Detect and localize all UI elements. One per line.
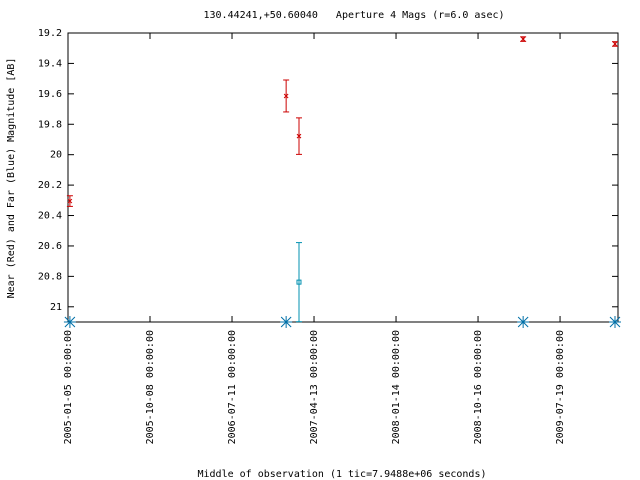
y-axis-label: Near (Red) and Far (Blue) Magnitude [AB] — [6, 58, 17, 299]
y-tick-label: 20.6 — [38, 241, 62, 252]
point — [608, 316, 621, 328]
point — [296, 133, 302, 139]
y-tick-label: 20.4 — [38, 211, 62, 222]
x-tick-label: 2007-04-13 00:00:00 — [309, 330, 320, 444]
point — [517, 316, 530, 328]
point — [67, 198, 73, 204]
x-tick-label: 2006-07-11 00:00:00 — [227, 330, 238, 444]
x-tick-label: 2008-10-16 00:00:00 — [473, 330, 484, 444]
y-tick-label: 20.2 — [38, 180, 62, 191]
chart-title: 130.44241,+50.60040 Aperture 4 Mags (r=6… — [203, 10, 504, 21]
y-tick-label: 19.6 — [38, 89, 62, 100]
point — [283, 93, 289, 99]
y-tick-label: 21 — [50, 302, 62, 313]
y-tick-label: 19.8 — [38, 119, 62, 130]
point — [612, 41, 618, 47]
point — [63, 316, 76, 328]
y-tick-label: 20.8 — [38, 271, 62, 282]
y-tick-label: 19.2 — [38, 28, 62, 39]
point — [296, 279, 302, 285]
x-tick-label: 2005-01-05 00:00:00 — [63, 330, 74, 444]
plot-frame — [67, 32, 619, 323]
point — [280, 316, 293, 328]
x-tick-label: 2008-01-14 00:00:00 — [391, 330, 402, 444]
x-tick-label: 2005-10-08 00:00:00 — [145, 330, 156, 444]
y-tick-label: 20 — [50, 150, 62, 161]
x-tick-label: 2009-07-19 00:00:00 — [555, 330, 566, 444]
point — [520, 36, 526, 42]
y-tick-label: 19.4 — [38, 58, 62, 69]
x-axis-label: Middle of observation (1 tic=7.9488e+06 … — [198, 469, 487, 480]
error-bar — [295, 242, 302, 323]
